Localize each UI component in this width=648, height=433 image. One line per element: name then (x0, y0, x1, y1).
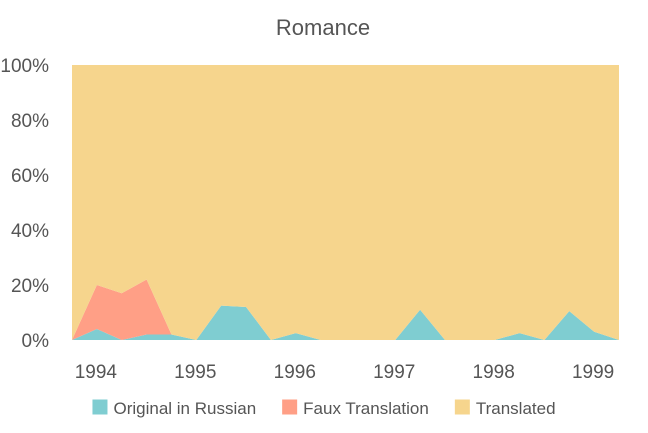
x-tick-label: 1997 (373, 362, 415, 383)
x-tick-label: 1994 (75, 362, 118, 383)
y-tick-label: 100% (0, 56, 49, 77)
legend-label: Faux Translation (303, 399, 429, 418)
legend-swatch (454, 399, 470, 415)
y-tick-label: 20% (11, 276, 49, 297)
legend-label: Original in Russian (113, 399, 256, 418)
legend-item-translated: Translated (454, 399, 556, 418)
areas-layer (72, 65, 619, 340)
area-original-in-russian (72, 305, 619, 340)
legend-swatch (92, 399, 108, 415)
chart-title: Romance (276, 15, 370, 40)
y-tick-label: 80% (11, 111, 49, 132)
x-tick-label: 1998 (473, 362, 515, 383)
legend-swatch (282, 399, 298, 415)
area-translated (72, 65, 619, 340)
legend-label: Translated (476, 399, 556, 418)
y-tick-label: 0% (22, 331, 50, 352)
area-faux-translation (72, 279, 619, 340)
legend-item-original-in-russian: Original in Russian (92, 399, 256, 418)
y-tick-label: 60% (11, 166, 49, 187)
y-tick-label: 40% (11, 221, 49, 242)
legend-item-faux-translation: Faux Translation (282, 399, 429, 418)
x-tick-label: 1996 (274, 362, 316, 383)
x-tick-label: 1995 (174, 362, 216, 383)
x-axis-ticks: 1994 1995 1996 1997 1998 1999 (75, 362, 615, 383)
legend: Original in Russian Faux Translation Trans… (92, 399, 556, 418)
x-tick-label: 1999 (572, 362, 614, 383)
y-axis-ticks: 0% 20% 40% 60% 80% 100% (0, 56, 49, 352)
